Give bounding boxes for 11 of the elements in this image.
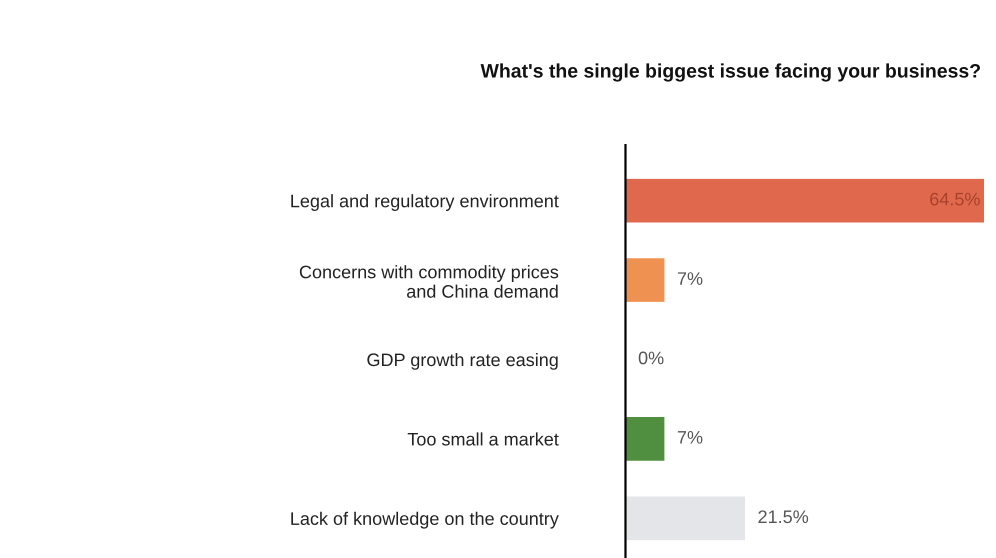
chart-title: What's the single biggest issue facing your business? — [480, 63, 980, 82]
data-label: 64.5% — [930, 192, 980, 206]
data-label: 0% — [638, 352, 664, 364]
y-tick-label: Concerns with commodity prices and China demand — [300, 265, 558, 298]
data-label: 7% — [678, 272, 702, 285]
y-tick-label: Legal and regulatory environment — [291, 194, 559, 211]
y-tick-label: GDP growth rate easing — [367, 352, 558, 370]
y-tick-label: Lack of knowledge on the country — [291, 512, 559, 529]
data-label: 21.5% — [758, 510, 808, 524]
data-label: 7% — [678, 431, 702, 444]
y-tick-label: Too small a market — [408, 432, 559, 446]
